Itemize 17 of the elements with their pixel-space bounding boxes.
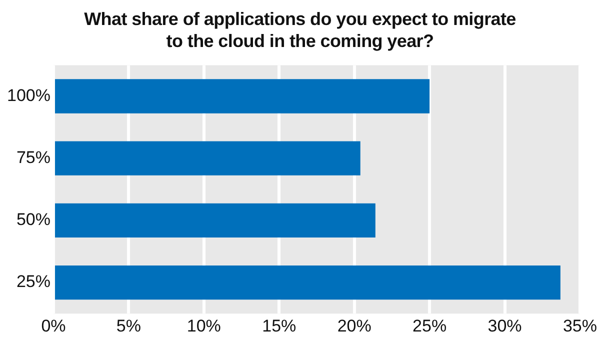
x-tick-label: 10% — [186, 316, 221, 336]
bar — [54, 203, 376, 238]
y-tick-label: 25% — [16, 272, 50, 292]
x-tick-label: 15% — [262, 316, 296, 336]
chart-title: What share of applications do you expect to migrate to the cloud in the coming year? — [83, 8, 517, 52]
bar — [54, 265, 560, 300]
y-tick-label: 50% — [16, 210, 50, 230]
x-tick-label: 35% — [562, 316, 598, 336]
y-tick-label: 75% — [16, 148, 50, 168]
bar — [54, 141, 360, 176]
x-tick-label: 5% — [116, 316, 141, 336]
y-tick-label: 100% — [6, 86, 50, 105]
x-tick-label: 25% — [412, 316, 447, 336]
x-tick-label: 20% — [337, 316, 372, 336]
x-tick-label: 0% — [41, 316, 66, 336]
x-tick-label: 30% — [488, 316, 522, 336]
bar — [54, 79, 430, 114]
